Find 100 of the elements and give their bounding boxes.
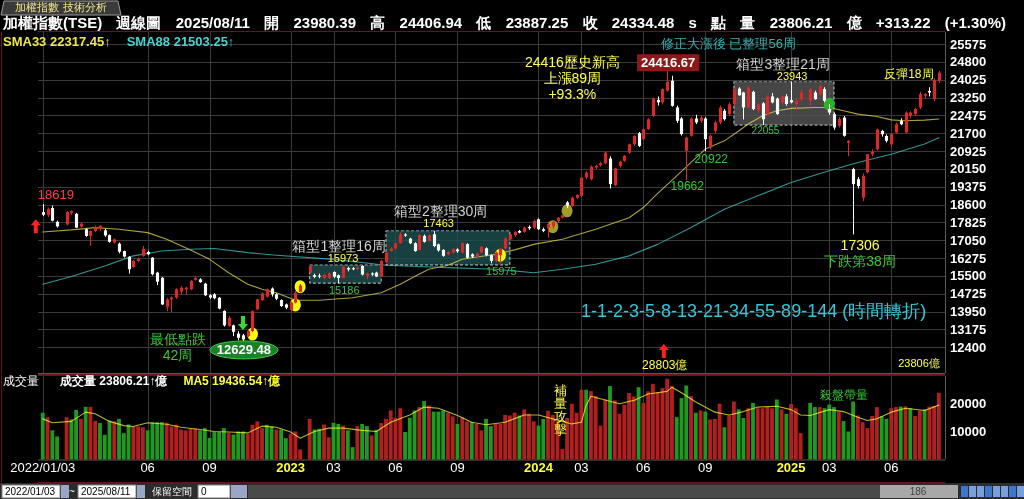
annotation: 24416歷史新高	[524, 54, 620, 70]
bar	[889, 408, 894, 460]
bar	[703, 411, 708, 460]
candlestick	[150, 256, 155, 276]
annotation: 22055	[751, 124, 780, 136]
bar	[908, 408, 913, 460]
bar	[360, 423, 365, 460]
bar	[164, 422, 169, 460]
bar	[293, 431, 298, 460]
annotation: 箱型2整理30周	[393, 202, 488, 219]
annotation: 23806億	[898, 357, 940, 369]
bar	[131, 426, 136, 460]
text: MA5 19436.54↑億	[183, 374, 282, 388]
bar	[836, 411, 841, 460]
x-tick-label: 03	[326, 460, 341, 475]
annotation: 上漲89周	[543, 70, 602, 86]
bar	[345, 430, 350, 460]
x-tick-label: 06	[388, 460, 403, 475]
y-tick-label: 18600	[950, 197, 987, 213]
bar	[665, 378, 670, 460]
x-tick-label: 03	[822, 460, 837, 475]
bar	[512, 412, 517, 460]
y-tick-label: 20150	[950, 161, 987, 177]
candlestick	[851, 167, 856, 235]
bar	[550, 414, 555, 460]
annotation: 17306	[840, 237, 880, 254]
bar	[150, 422, 155, 460]
annotation: 最低點跌	[149, 331, 206, 347]
bar	[817, 407, 822, 460]
x-tick-label: 06	[883, 460, 899, 475]
candlestick	[250, 309, 255, 333]
candlestick	[932, 77, 937, 102]
bar	[193, 428, 198, 460]
bar	[264, 424, 269, 460]
bar	[774, 399, 779, 460]
annotation: 20922	[694, 152, 729, 167]
y-tick-label: 20925	[950, 143, 987, 159]
annotation: 18619	[37, 186, 74, 202]
bar	[612, 400, 617, 460]
bar	[40, 412, 45, 460]
bar	[78, 418, 83, 460]
bar	[689, 396, 693, 460]
bar	[541, 418, 546, 460]
y-tick-label: 16275	[950, 250, 987, 266]
x-tick-label: 06	[140, 460, 155, 475]
bar	[341, 425, 345, 460]
bar	[212, 432, 217, 460]
bar	[608, 386, 612, 460]
y-tick-label: 20000	[950, 395, 987, 411]
bar	[417, 407, 422, 460]
x-tick-label: 2024	[524, 460, 554, 475]
y-tick-label: 25575	[950, 36, 987, 52]
bar	[336, 423, 341, 460]
bar	[784, 413, 789, 460]
bar	[450, 416, 455, 460]
annotation: 28803億	[642, 358, 688, 372]
y-tick-label: 22475	[950, 107, 987, 123]
y-tick-label: 19375	[950, 179, 987, 195]
bar	[469, 422, 474, 460]
bar	[355, 426, 360, 460]
bar	[936, 392, 941, 460]
bar	[765, 407, 770, 460]
text: 保留空間	[152, 486, 192, 497]
bar	[603, 399, 608, 460]
candlestick	[765, 94, 770, 117]
annotation: 殺盤帶量	[819, 388, 868, 402]
annotation: 15973	[327, 252, 359, 265]
annotation: +93.3%	[548, 86, 597, 102]
bar	[398, 408, 403, 460]
bar	[879, 416, 884, 460]
candlestick	[665, 70, 670, 93]
annotation: 修正大漲後 已整理56周	[660, 35, 796, 51]
x-tick-label: 09	[202, 460, 217, 475]
bar	[140, 427, 145, 460]
bar	[307, 418, 312, 460]
bar	[460, 417, 465, 460]
bar	[174, 424, 179, 460]
annotation: 15975	[486, 264, 517, 277]
bar	[684, 385, 689, 460]
text: SMA88 21503.25↑	[126, 33, 235, 49]
bar	[317, 428, 322, 460]
text: ~	[69, 485, 76, 497]
annotation: 12629.48	[216, 342, 272, 358]
bar	[112, 421, 117, 460]
candlestick	[689, 116, 694, 138]
annotation: 19662	[670, 179, 705, 194]
text: 2022/01/03	[5, 486, 56, 497]
candlestick	[684, 136, 689, 181]
candlestick	[842, 115, 847, 138]
line-series	[42, 386, 940, 439]
text: 成交量 23806.21↑億	[59, 374, 169, 388]
y-tick-label: 10000	[950, 423, 987, 439]
bar	[522, 409, 527, 460]
chart-title: 成交量	[3, 374, 39, 388]
text: 2025/08/11	[81, 486, 131, 497]
candlestick	[746, 85, 751, 109]
bar	[364, 426, 369, 460]
bar	[183, 430, 188, 460]
bar	[736, 409, 741, 460]
bar	[288, 433, 293, 460]
